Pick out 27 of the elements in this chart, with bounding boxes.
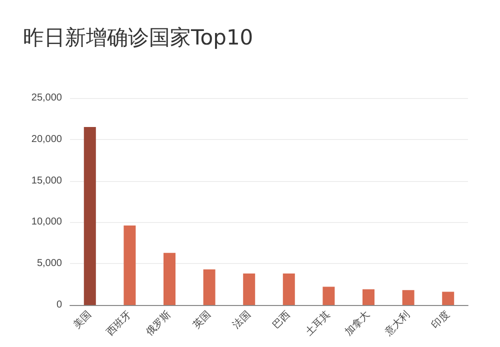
bar (243, 274, 256, 305)
y-tick-label: 10,000 (31, 216, 62, 228)
chart-title: 昨日新增确诊国家Top10 (23, 26, 254, 50)
x-tick-label: 加拿大 (342, 308, 372, 338)
y-tick-label: 15,000 (31, 175, 62, 186)
bar (164, 252, 176, 305)
x-tick-label: 巴西 (270, 309, 293, 332)
bar (203, 269, 216, 305)
y-tick-label: 25,000 (31, 92, 62, 104)
bar (362, 289, 374, 305)
x-tick-label: 印度 (429, 308, 452, 332)
y-tick-label: 5,000 (36, 258, 62, 270)
bar (84, 126, 96, 305)
bar (402, 290, 414, 305)
bar (442, 292, 454, 305)
y-tick-label: 20,000 (31, 134, 62, 145)
x-tick-label: 美国 (71, 308, 94, 332)
bar (124, 226, 136, 305)
x-tick-label: 俄罗斯 (144, 308, 174, 338)
bar (322, 286, 335, 305)
x-tick-label: 英国 (190, 308, 214, 332)
x-tick-label: 土耳其 (302, 308, 333, 338)
y-tick-label: 0 (56, 300, 62, 310)
x-tick-label: 法国 (230, 308, 253, 332)
bar (282, 274, 295, 305)
x-tick-label: 西班牙 (104, 308, 134, 338)
x-tick-label: 意大利 (382, 308, 412, 339)
